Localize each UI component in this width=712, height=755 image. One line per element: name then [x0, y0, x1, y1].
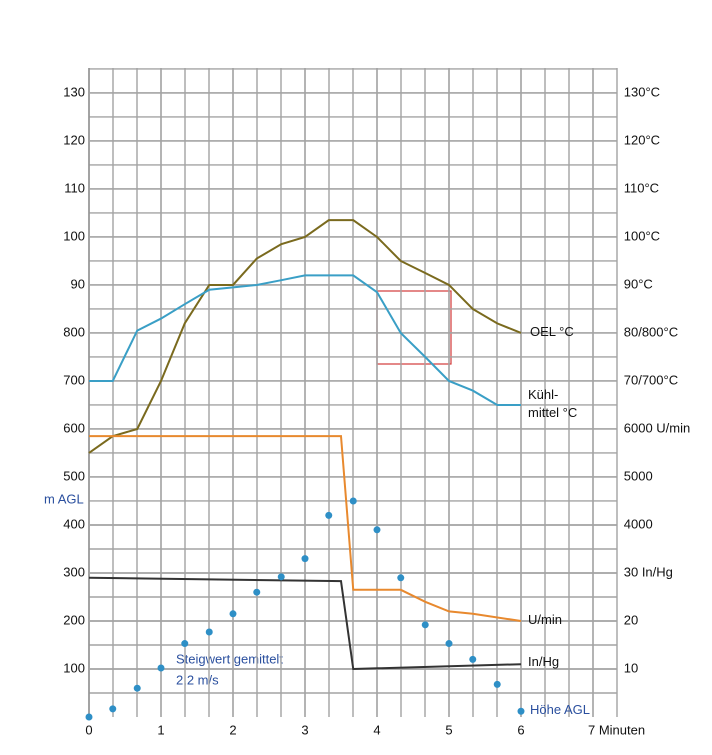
data-point — [253, 588, 261, 596]
x-tick-label: 3 — [301, 722, 308, 737]
series-line — [88, 576, 522, 671]
y-tick-label: 100 — [63, 228, 85, 243]
y2-tick-label: 110°C — [624, 180, 659, 195]
y2-tick-label: 10 — [624, 660, 638, 675]
data-point — [517, 707, 525, 715]
data-point — [85, 713, 93, 721]
series-label: OEL °C — [530, 324, 574, 339]
y2-tick-label: 80/800°C — [624, 324, 678, 339]
y-tick-label: 90 — [71, 276, 85, 291]
series-line — [88, 219, 522, 454]
x-tick-label: 7 Minuten — [588, 722, 645, 737]
y-tick-label: 110 — [64, 180, 85, 195]
y2-tick-label: 20 — [624, 612, 638, 627]
data-point — [301, 555, 309, 563]
y2-tick-label: 120°C — [624, 132, 660, 147]
data-point — [421, 621, 429, 629]
series-label: In/Hg — [528, 654, 560, 669]
y-tick-label: 700 — [63, 372, 85, 387]
y2-tick-label: 6000 U/min — [624, 420, 690, 435]
y2-tick-label: 70/700°C — [624, 372, 678, 387]
data-point — [349, 497, 357, 505]
data-point — [133, 684, 141, 692]
y2-tick-label: 130°C — [624, 84, 660, 99]
y2-tick-label: 4000 — [624, 516, 653, 531]
x-tick-label: 0 — [85, 722, 92, 737]
annotation: m AGL — [44, 491, 84, 506]
data-point — [205, 628, 213, 636]
y2-tick-label: 30 In/Hg — [624, 564, 673, 579]
y-tick-label: 600 — [63, 420, 85, 435]
y2-tick-label: 90°C — [624, 276, 653, 291]
x-tick-label: 4 — [373, 722, 380, 737]
y-tick-label: 200 — [63, 612, 85, 627]
data-point — [157, 664, 165, 672]
data-point — [469, 655, 477, 663]
x-tick-label: 6 — [517, 722, 524, 737]
y-tick-label: 300 — [63, 564, 85, 579]
data-point — [397, 574, 405, 582]
data-point — [325, 511, 333, 519]
highlight-box — [376, 290, 452, 365]
series-label: Kühl- mittel °C — [528, 387, 578, 420]
data-point — [229, 610, 237, 618]
annotation: Steigwert gemittelt — [176, 651, 283, 666]
x-tick-label: 5 — [445, 722, 452, 737]
data-point — [445, 640, 453, 648]
y-tick-label: 130 — [63, 84, 85, 99]
data-point — [493, 680, 501, 688]
data-point — [109, 705, 117, 713]
series-line — [89, 435, 522, 622]
series-label: Höhe AGL — [530, 702, 590, 717]
y2-tick-label: 100°C — [624, 228, 660, 243]
y2-tick-label: 5000 — [624, 468, 653, 483]
data-point — [181, 640, 189, 648]
series-line — [89, 274, 521, 406]
y-tick-label: 400 — [63, 516, 85, 531]
x-tick-label: 2 — [229, 722, 236, 737]
y-tick-label: 100 — [63, 660, 85, 675]
series-label: U/min — [528, 612, 562, 627]
data-point — [277, 573, 285, 581]
y-tick-label: 120 — [63, 132, 85, 147]
x-tick-label: 1 — [157, 722, 164, 737]
y-tick-label: 500 — [63, 468, 85, 483]
y-tick-label: 800 — [63, 324, 85, 339]
annotation: 2,2 m/s — [176, 672, 219, 687]
data-point — [373, 526, 381, 534]
